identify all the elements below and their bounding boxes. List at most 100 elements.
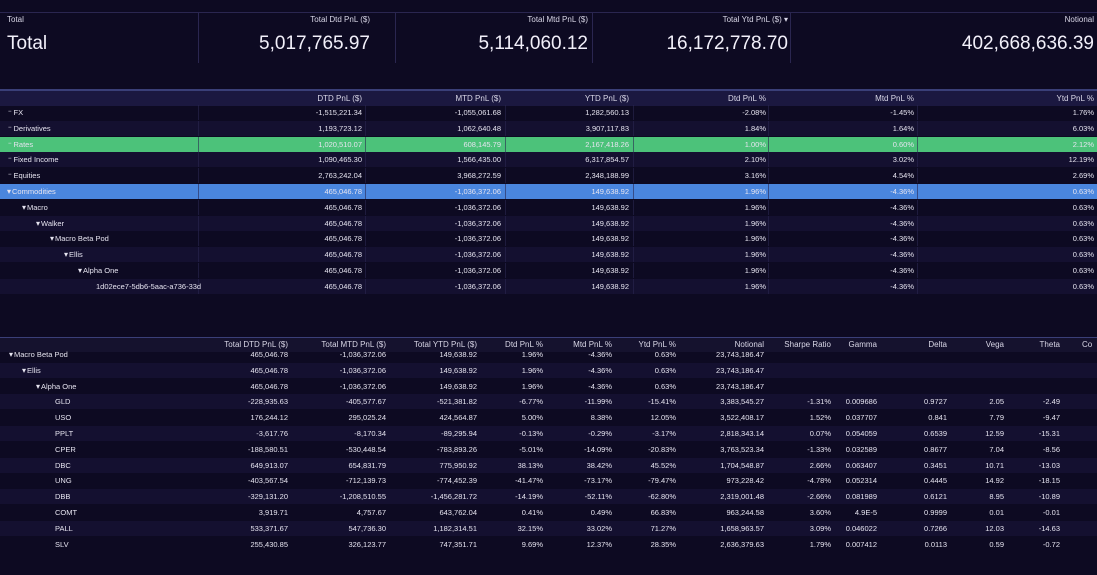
table-row[interactable] — [0, 152, 1097, 168]
table-row[interactable] — [0, 347, 1097, 362]
column-separator — [365, 247, 366, 263]
column-separator — [395, 13, 396, 63]
table-row[interactable] — [0, 120, 1097, 136]
cell-value: 3,383,545.27 — [720, 397, 764, 407]
table-row[interactable] — [0, 200, 1097, 215]
table-row[interactable] — [0, 231, 1097, 246]
column-header: Ytd PnL % — [1056, 94, 1094, 103]
cell-value: 1.96% — [521, 350, 543, 359]
cell-value: -774,452.39 — [436, 476, 477, 486]
cell-value: -1,036,372.06 — [454, 234, 501, 244]
table-row[interactable] — [0, 379, 1097, 394]
column-separator — [917, 263, 918, 278]
cell-value: -73.17% — [584, 476, 612, 486]
cell-value: -783,893.26 — [436, 444, 477, 454]
column-separator — [365, 136, 366, 152]
table-row[interactable] — [0, 247, 1097, 263]
cell-value: 0.9999 — [924, 508, 947, 517]
cell-value: -8.56 — [1042, 444, 1060, 454]
table-row[interactable] — [0, 136, 1097, 152]
cell-value: 973,228.42 — [726, 476, 764, 486]
cell-value: 0.4445 — [924, 476, 947, 486]
cell-value: 3,907,117.83 — [585, 123, 629, 133]
table-row[interactable] — [0, 263, 1097, 278]
column-separator — [917, 199, 918, 215]
column-separator — [633, 199, 634, 215]
cell-value: 3,968,272.59 — [457, 171, 501, 181]
table-row[interactable] — [0, 362, 1097, 378]
column-separator — [505, 120, 506, 136]
cell-value: 3,522,408.17 — [720, 413, 764, 423]
table-row[interactable] — [0, 489, 1097, 505]
cell-value: 0.037707 — [845, 413, 877, 423]
cell-value: 255,430.85 — [250, 539, 288, 549]
cell-value: 465,046.78 — [324, 202, 362, 212]
column-separator — [768, 263, 769, 278]
cell-value: 0.63% — [1072, 266, 1094, 275]
cell-value: 3.60% — [809, 508, 831, 517]
cell-value: -13.03 — [1038, 460, 1060, 470]
cell-value: -1,208,510.55 — [339, 492, 386, 502]
cell-value: -8,170.34 — [354, 429, 386, 438]
cell-value: 1,182,314.51 — [433, 523, 477, 533]
column-separator — [768, 184, 769, 199]
row-label: Macro Beta Pod — [50, 231, 109, 246]
summary-header: Total Mtd PnL ($) — [527, 15, 588, 24]
cell-value: 0.63% — [1072, 250, 1094, 260]
cell-value: 1,658,963.57 — [720, 523, 764, 533]
table-row[interactable] — [0, 168, 1097, 183]
cell-value: 1,193,723.12 — [318, 123, 362, 133]
cell-value: 0.07% — [809, 429, 831, 438]
table-row[interactable] — [0, 215, 1097, 231]
table-row[interactable] — [0, 105, 1097, 120]
cell-value: 465,046.78 — [250, 381, 288, 391]
cell-value: 4.54% — [892, 171, 914, 181]
cell-value: -0.13% — [519, 429, 543, 438]
cell-value: 149,638.92 — [439, 350, 477, 359]
column-separator — [198, 215, 199, 231]
cell-value: 66.83% — [650, 508, 676, 517]
row-label: Rates — [8, 137, 34, 152]
column-separator — [633, 247, 634, 263]
cell-value: 1.96% — [521, 365, 543, 375]
row-label: PALL — [55, 523, 73, 533]
cell-value: 0.59 — [989, 539, 1004, 549]
cell-value: 9.69% — [521, 539, 543, 549]
table-row[interactable] — [0, 394, 1097, 410]
cell-value: -1,055,061.68 — [454, 108, 501, 117]
column-separator — [768, 199, 769, 215]
table-row[interactable] — [0, 184, 1097, 199]
column-header: DTD PnL ($) — [317, 94, 362, 103]
column-separator — [768, 278, 769, 294]
row-label: FX — [8, 105, 24, 120]
column-separator — [633, 263, 634, 278]
summary-value: 402,668,636.39 — [961, 33, 1094, 54]
cell-value: 2.66% — [809, 460, 831, 470]
column-header: Gamma — [848, 340, 877, 349]
cell-value: 6,317,854.57 — [585, 155, 629, 165]
cell-value: 5.00% — [521, 413, 543, 423]
cell-value: 0.63% — [1072, 202, 1094, 212]
cell-value: 0.41% — [521, 508, 543, 517]
cell-value: -1.33% — [807, 444, 831, 454]
cell-value: 1.96% — [744, 234, 766, 244]
column-header: Mtd PnL % — [875, 94, 914, 103]
cell-value: 0.01 — [989, 508, 1004, 517]
cell-value: 2,818,343.14 — [720, 429, 764, 438]
cell-value: -4.36% — [890, 202, 914, 212]
cell-value: 14.92 — [985, 476, 1004, 486]
cell-value: -4.36% — [890, 234, 914, 244]
cell-value: 0.3451 — [924, 460, 947, 470]
table-row[interactable] — [0, 426, 1097, 441]
row-label: Macro Beta Pod — [9, 347, 68, 362]
table-row[interactable] — [0, 520, 1097, 536]
row-label: Alpha One — [36, 379, 76, 394]
cell-value: 12.59 — [985, 429, 1004, 438]
cell-value: 0.63% — [1072, 218, 1094, 228]
table-row[interactable] — [0, 457, 1097, 473]
cell-value: -4.36% — [588, 350, 612, 359]
cell-value: 38.42% — [586, 460, 612, 470]
summary-value: 16,172,778.70 — [666, 33, 788, 54]
table-row[interactable] — [0, 278, 1097, 294]
row-label: Macro — [22, 200, 48, 215]
